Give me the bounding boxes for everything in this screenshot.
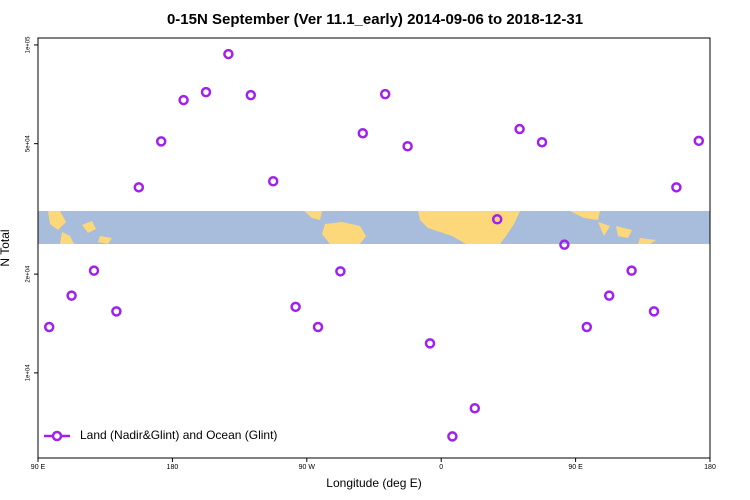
point [290, 301, 301, 313]
point [133, 182, 145, 193]
y-tick-label: 2e+04 [26, 265, 32, 283]
y-tick-label: 5e+04 [26, 135, 32, 153]
point [111, 306, 122, 317]
point [357, 127, 369, 139]
point [491, 214, 503, 225]
point [469, 402, 481, 414]
y-tick-label: 1e+04 [26, 364, 32, 382]
point [671, 182, 682, 193]
point [223, 48, 234, 60]
legend-marker [51, 430, 63, 442]
x-tick-label: 0 [439, 464, 443, 471]
point [43, 321, 55, 333]
land [304, 211, 366, 244]
land [48, 211, 112, 244]
x-tick-label: 90 E [568, 464, 583, 471]
point [536, 136, 548, 148]
land [418, 211, 520, 244]
point [267, 176, 279, 187]
point [178, 94, 189, 106]
x-tick-label: 180 [167, 464, 179, 471]
point [447, 431, 458, 442]
x-tick-label: 90 W [299, 464, 316, 471]
plot-frame [37, 37, 711, 459]
point [245, 89, 257, 101]
point [581, 321, 593, 333]
point [603, 290, 615, 301]
point [312, 321, 324, 333]
point [200, 86, 212, 98]
land [570, 211, 656, 244]
x-tick-label: 180 [704, 464, 716, 471]
x-axis-label: Longitude (deg E) [326, 476, 421, 490]
point [335, 266, 346, 277]
y-tick-label: 1e+05 [26, 36, 32, 54]
point [155, 136, 167, 147]
ocean-band [38, 211, 710, 244]
point [88, 265, 100, 276]
point [379, 88, 391, 100]
point [559, 239, 570, 250]
x-tick-label: 90 E [31, 464, 46, 471]
point [424, 338, 436, 349]
point [514, 123, 525, 135]
y-axis-label: N Total [0, 229, 12, 266]
point [693, 135, 705, 147]
point [402, 140, 413, 152]
map-band [38, 211, 710, 244]
point [626, 265, 637, 276]
point [66, 290, 77, 301]
legend-label: Land (Nadir&Glint) and Ocean (Glint) [80, 428, 277, 442]
point [648, 306, 660, 317]
chart-title: 0-15N September (Ver 11.1_early) 2014-09… [167, 11, 583, 28]
